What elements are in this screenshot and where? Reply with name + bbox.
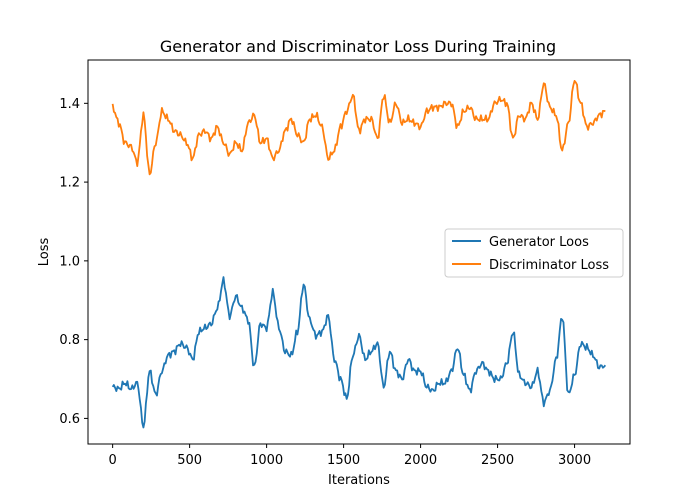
discriminator-loss-line xyxy=(111,80,606,176)
x-tick-label: 3000 xyxy=(558,453,591,468)
x-axis-label: Iterations xyxy=(328,473,390,488)
legend: Generator Loos Discriminator Loss xyxy=(444,228,624,278)
y-tick-label: 1.0 xyxy=(59,254,80,269)
x-tick-label: 0 xyxy=(108,453,116,468)
y-tick-label: 0.6 xyxy=(59,412,80,427)
x-tick-label: 2500 xyxy=(481,453,514,468)
legend-label-generator: Generator Loos xyxy=(489,235,589,250)
x-axis: 0 500 1000 1500 2000 2500 3000 xyxy=(108,444,591,468)
x-tick-label: 500 xyxy=(177,453,202,468)
generator-loss-line xyxy=(111,276,607,429)
y-axis-label: Loss xyxy=(37,238,52,267)
chart-title: Generator and Discriminator Loss During … xyxy=(160,37,556,56)
y-tick-label: 1.4 xyxy=(59,97,80,112)
y-tick-label: 0.8 xyxy=(59,333,80,348)
y-tick-label: 1.2 xyxy=(59,176,80,191)
legend-box xyxy=(444,228,624,278)
plot-frame xyxy=(87,59,631,445)
x-tick-label: 1500 xyxy=(327,453,360,468)
legend-label-discriminator: Discriminator Loss xyxy=(489,258,609,273)
x-tick-label: 1000 xyxy=(250,453,283,468)
x-tick-label: 2000 xyxy=(404,453,437,468)
y-axis: 0.6 0.8 1.0 1.2 1.4 xyxy=(59,97,88,427)
series-layer xyxy=(111,80,607,429)
